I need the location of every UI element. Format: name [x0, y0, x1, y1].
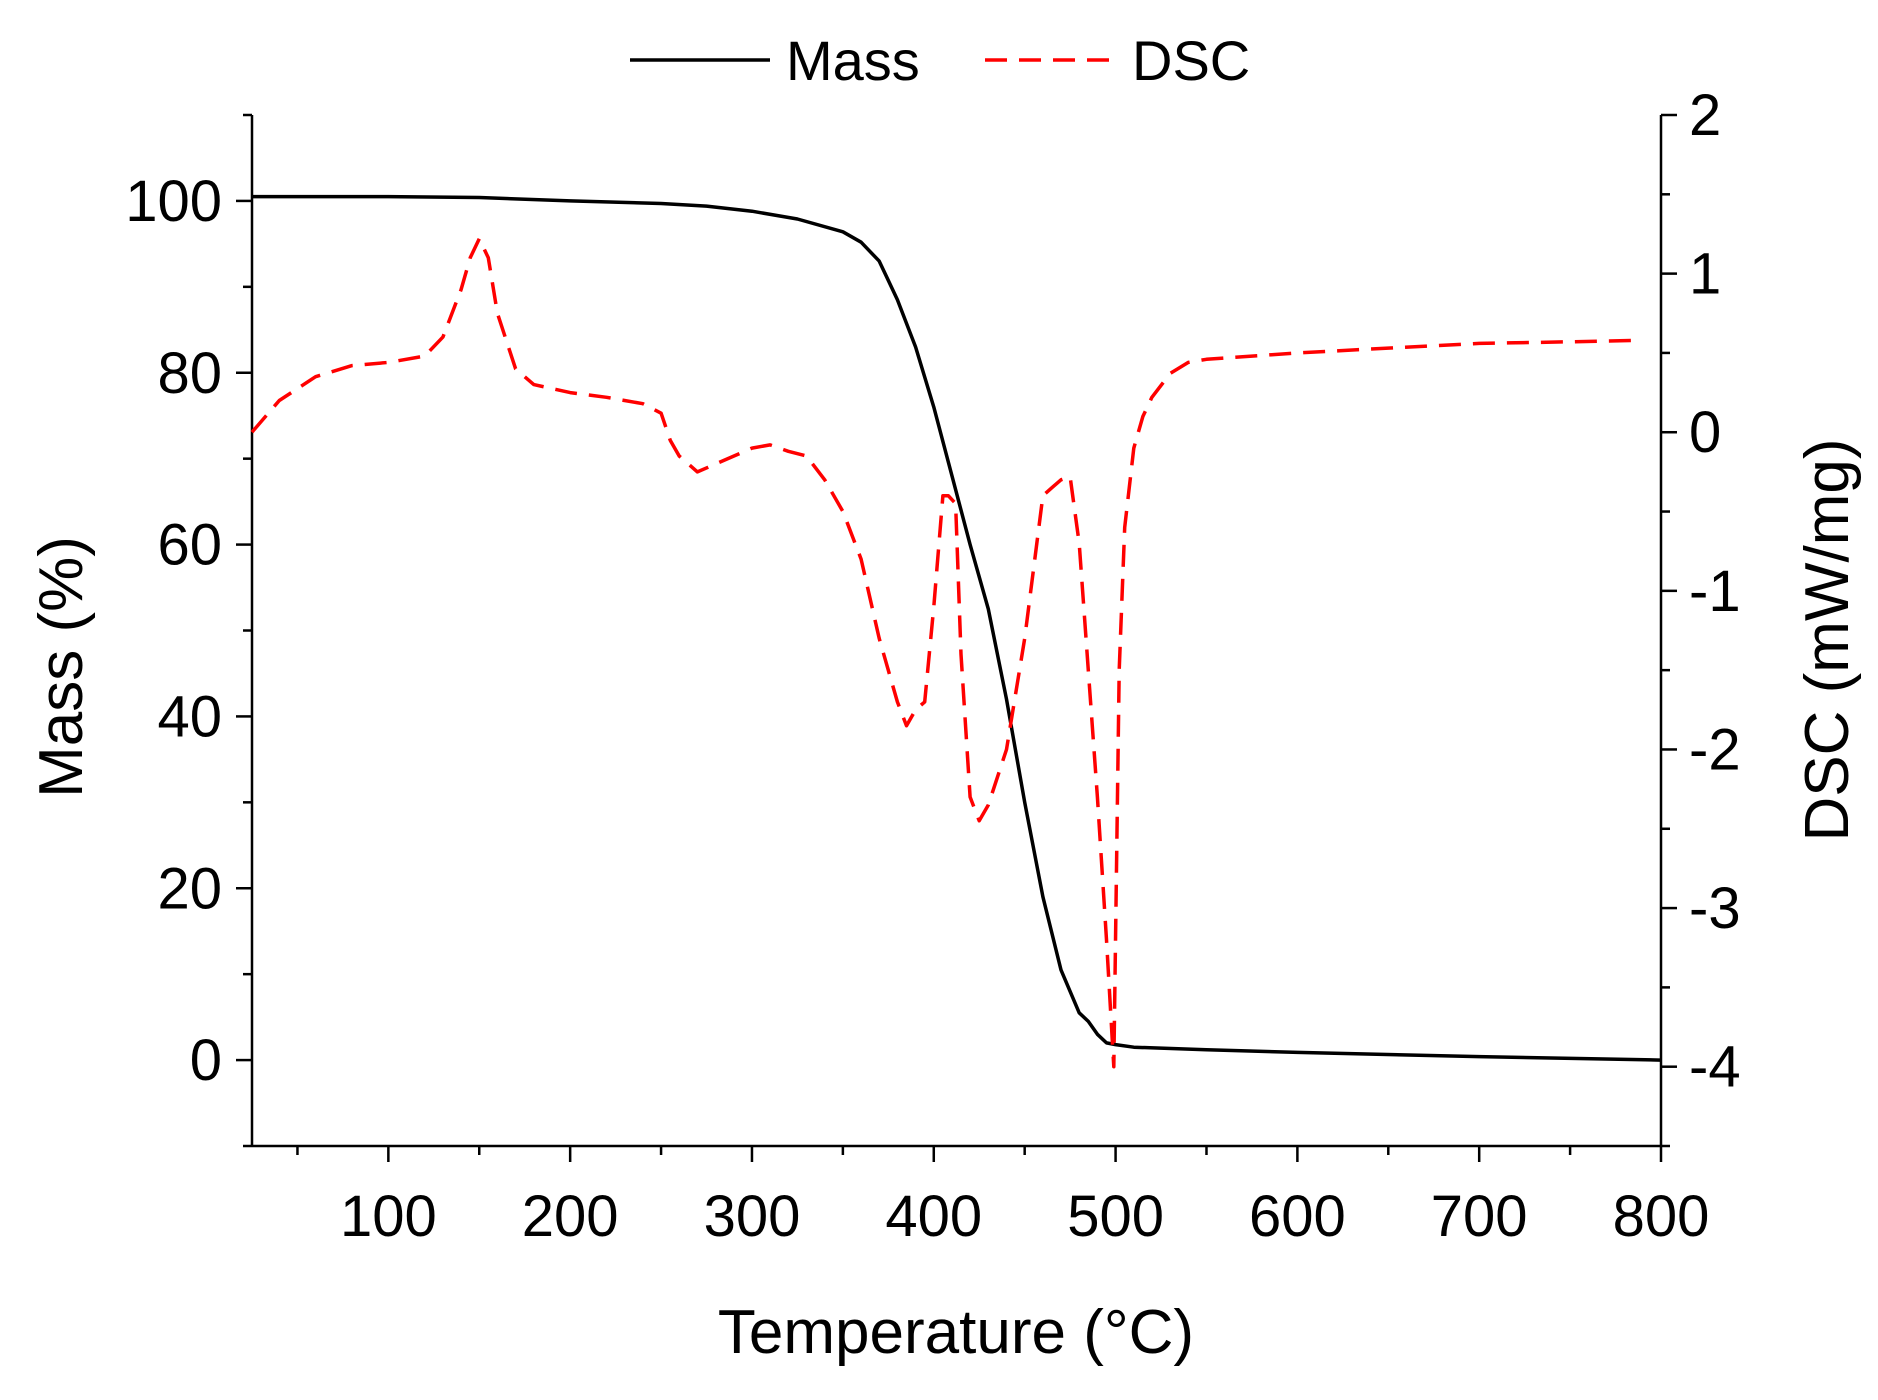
y-tick-label-right: -4: [1689, 1035, 1741, 1100]
x-tick-label: 300: [704, 1184, 801, 1249]
x-axis-title: Temperature (°C): [718, 1298, 1194, 1367]
y-tick-label-right: 2: [1689, 83, 1721, 148]
x-tick-label: 200: [522, 1184, 619, 1249]
y-tick-label-right: 0: [1689, 400, 1721, 465]
y-tick-label-right: -2: [1689, 717, 1741, 782]
legend-label-dsc: DSC: [1132, 29, 1250, 92]
y-axis-title-right: DSC (mW/mg): [1793, 439, 1862, 842]
legend-label-mass: Mass: [786, 29, 920, 92]
legend: Mass DSC: [630, 29, 1250, 92]
x-tick-label: 400: [885, 1184, 982, 1249]
y-tick-label-left: 60: [157, 513, 222, 578]
y-tick-label-left: 20: [157, 856, 222, 921]
y-tick-label-left: 0: [190, 1028, 222, 1093]
y-tick-label-right: 1: [1689, 242, 1721, 307]
y-axis-title-left: Mass (%): [27, 536, 96, 798]
x-tick-label: 700: [1431, 1184, 1528, 1249]
x-tick-label: 800: [1613, 1184, 1710, 1249]
x-tick-label: 500: [1067, 1184, 1164, 1249]
y-tick-label-right: -1: [1689, 559, 1741, 624]
series-line-dsc: [250, 236, 1643, 1069]
y-tick-label-left: 40: [157, 684, 222, 749]
y-tick-label-left: 100: [125, 169, 222, 234]
plot-layer: 100 200 300 400 500 600 700 800020406080100-4-3…: [125, 83, 1740, 1249]
y-tick-label-left: 80: [157, 341, 222, 406]
series-line-mass: [252, 194, 1662, 1062]
x-tick-label: 100: [340, 1184, 437, 1249]
y-tick-label-right: -3: [1689, 876, 1741, 941]
x-tick-label: 600: [1249, 1184, 1346, 1249]
